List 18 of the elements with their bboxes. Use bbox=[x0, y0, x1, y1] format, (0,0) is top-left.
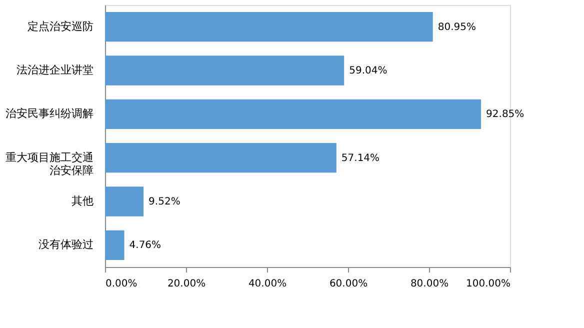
data-label: 57.14% bbox=[341, 152, 380, 164]
y-tick-label: 定点治安巡防 bbox=[28, 20, 94, 33]
x-tick-label: 60.00% bbox=[329, 278, 368, 290]
data-label: 92.85% bbox=[486, 109, 524, 120]
y-tick-label: 治安民事纠纷调解 bbox=[6, 107, 94, 120]
data-label: 59.04% bbox=[349, 66, 388, 76]
y-tick-label: 重大项目施工交通治安保障 bbox=[6, 150, 94, 177]
data-label: 4.76% bbox=[129, 240, 162, 252]
x-tick-label: 20.00% bbox=[167, 278, 206, 290]
y-tick-label: 没有体验过 bbox=[38, 238, 94, 252]
x-tick-label: 100.00% bbox=[466, 278, 510, 290]
x-tick-label: 0.00% bbox=[106, 278, 138, 290]
data-label: 80.95% bbox=[438, 22, 476, 33]
data-label: 9.52% bbox=[148, 196, 180, 208]
x-tick-label: 40.00% bbox=[248, 278, 287, 290]
y-tick-label: 法治进企业讲堂 bbox=[16, 64, 94, 76]
x-tick-label: 80.00% bbox=[410, 278, 449, 290]
y-tick-label: 其他 bbox=[72, 194, 94, 208]
